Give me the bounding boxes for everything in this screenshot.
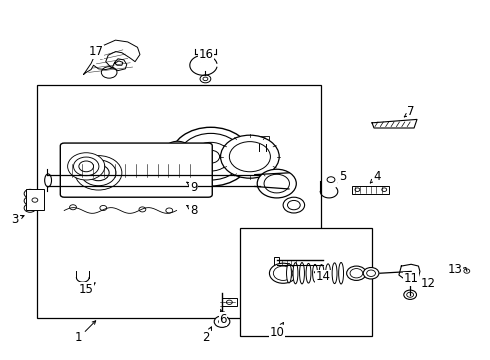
- Ellipse shape: [326, 264, 331, 283]
- Bar: [352, 186, 389, 194]
- Circle shape: [24, 197, 36, 205]
- Circle shape: [214, 316, 230, 327]
- Circle shape: [32, 198, 38, 202]
- Circle shape: [327, 177, 335, 183]
- Text: 8: 8: [187, 204, 197, 217]
- Circle shape: [346, 266, 366, 280]
- Ellipse shape: [45, 174, 51, 187]
- Circle shape: [273, 266, 293, 280]
- Circle shape: [264, 174, 290, 193]
- Ellipse shape: [293, 263, 298, 284]
- Circle shape: [464, 269, 470, 273]
- Text: 13: 13: [448, 263, 463, 276]
- Circle shape: [101, 67, 117, 78]
- Circle shape: [255, 141, 263, 147]
- Circle shape: [350, 269, 363, 278]
- Ellipse shape: [299, 262, 304, 284]
- Circle shape: [355, 188, 360, 192]
- Circle shape: [166, 208, 172, 213]
- Circle shape: [288, 201, 300, 210]
- Text: 9: 9: [187, 181, 197, 194]
- Bar: [26, 189, 44, 211]
- Circle shape: [24, 189, 36, 198]
- Ellipse shape: [339, 262, 343, 284]
- Circle shape: [171, 127, 251, 186]
- Circle shape: [257, 169, 296, 198]
- Circle shape: [79, 161, 94, 172]
- Circle shape: [100, 206, 107, 211]
- Circle shape: [270, 263, 297, 283]
- Ellipse shape: [287, 264, 292, 283]
- Circle shape: [139, 207, 146, 212]
- Circle shape: [170, 145, 185, 157]
- Bar: [263, 136, 269, 144]
- Circle shape: [75, 156, 122, 190]
- Text: 17: 17: [89, 45, 103, 58]
- Circle shape: [88, 165, 109, 181]
- Bar: [37, 85, 321, 318]
- Text: 10: 10: [270, 323, 284, 339]
- Text: 1: 1: [75, 321, 96, 344]
- Circle shape: [226, 300, 232, 305]
- Circle shape: [68, 153, 105, 180]
- Circle shape: [200, 75, 211, 83]
- Circle shape: [203, 77, 208, 81]
- Text: 5: 5: [338, 170, 346, 183]
- Circle shape: [70, 205, 76, 210]
- Ellipse shape: [313, 264, 318, 282]
- Text: 7: 7: [404, 105, 415, 118]
- Bar: [240, 228, 372, 336]
- Text: 12: 12: [421, 278, 436, 291]
- Bar: [221, 298, 237, 306]
- Text: 15: 15: [79, 283, 95, 296]
- Circle shape: [404, 290, 416, 300]
- Ellipse shape: [332, 263, 337, 284]
- Text: 4: 4: [370, 170, 381, 183]
- Circle shape: [367, 270, 375, 276]
- Text: 11: 11: [404, 272, 418, 285]
- Circle shape: [202, 150, 220, 163]
- Circle shape: [179, 134, 243, 180]
- Circle shape: [24, 204, 36, 212]
- FancyBboxPatch shape: [60, 143, 212, 197]
- Text: 3: 3: [12, 213, 24, 226]
- Circle shape: [363, 267, 379, 279]
- Circle shape: [164, 141, 191, 161]
- Text: 16: 16: [198, 48, 214, 62]
- Polygon shape: [399, 264, 420, 279]
- Circle shape: [262, 141, 270, 147]
- Text: 14: 14: [315, 270, 331, 283]
- Circle shape: [81, 160, 116, 186]
- Circle shape: [283, 197, 305, 213]
- Circle shape: [382, 188, 387, 192]
- Circle shape: [74, 157, 99, 176]
- Text: 2: 2: [202, 327, 212, 344]
- Polygon shape: [372, 120, 417, 128]
- Circle shape: [220, 135, 279, 178]
- Circle shape: [407, 292, 414, 297]
- Circle shape: [191, 142, 230, 171]
- Circle shape: [219, 319, 225, 324]
- Text: 6: 6: [219, 309, 227, 326]
- Circle shape: [229, 141, 270, 172]
- Bar: [274, 257, 279, 267]
- Bar: [256, 136, 262, 144]
- Ellipse shape: [319, 265, 324, 282]
- Ellipse shape: [306, 264, 311, 283]
